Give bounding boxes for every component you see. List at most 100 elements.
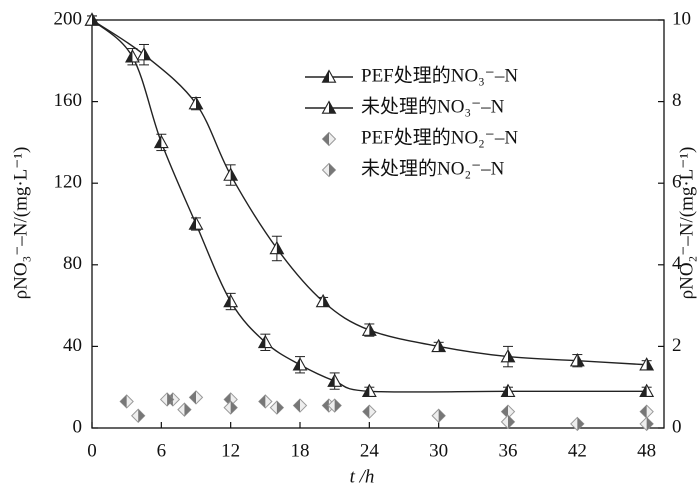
marker-fill [322, 399, 329, 413]
marker [223, 392, 238, 407]
marker-fill [508, 350, 515, 362]
marker [119, 394, 134, 409]
marker [258, 394, 273, 409]
marker [500, 404, 516, 419]
marker-fill [125, 50, 133, 62]
marker-fill [362, 405, 370, 419]
marker [321, 100, 337, 114]
marker-fill [329, 163, 336, 177]
marker-fill [362, 384, 370, 397]
marker [315, 293, 331, 308]
marker [321, 131, 337, 147]
marker-fill [328, 374, 335, 387]
marker-fill [640, 405, 647, 419]
marker [292, 398, 308, 413]
x-tick-label: 36 [499, 440, 518, 461]
y2-tick-label: 2 [672, 335, 682, 356]
marker-fill [144, 48, 151, 60]
marker [500, 383, 516, 398]
y-tick-label: 80 [63, 253, 82, 274]
marker [269, 400, 285, 415]
legend-label: PEF处理的NO₂⁻–N [361, 126, 518, 148]
y2-tick-label: 6 [672, 172, 682, 193]
marker-fill [189, 217, 196, 230]
marker [159, 392, 175, 407]
marker-fill [577, 354, 584, 366]
legend-label: 未处理的NO₂⁻–N [361, 157, 505, 179]
marker-fill [322, 70, 329, 83]
y-tick-label: 120 [54, 172, 83, 193]
marker-fill [258, 394, 266, 408]
marker-fill [322, 132, 329, 146]
marker [269, 240, 285, 255]
marker [431, 408, 446, 423]
marker-fill [293, 399, 300, 413]
marker [257, 334, 273, 349]
x-tick-label: 48 [637, 440, 656, 461]
marker [639, 383, 655, 398]
marker [223, 400, 238, 415]
marker [639, 416, 654, 432]
marker-fill [501, 405, 508, 419]
plot-frame [91, 19, 665, 429]
marker [361, 322, 377, 336]
x-tick-label: 12 [221, 440, 240, 461]
marker [361, 383, 377, 398]
x-tick-label: 0 [87, 440, 97, 461]
marker [500, 414, 516, 430]
marker-fill [276, 401, 284, 415]
marker-fill [640, 384, 647, 397]
y-tick-label: 40 [63, 335, 82, 356]
marker-fill [646, 417, 654, 431]
marker-fill [167, 392, 174, 406]
y-tick-label: 200 [54, 8, 83, 29]
y-axis-label: ρNO₃⁻–N/(mg·L⁻¹) [10, 147, 31, 300]
marker-fill [323, 295, 330, 307]
x-axis-label: t /h [350, 466, 375, 487]
legend-label: 未处理的NO₃⁻–N [361, 95, 505, 117]
marker-fill [138, 409, 145, 423]
x-tick-label: 30 [429, 440, 448, 461]
marker [327, 373, 343, 387]
marker-fill [577, 417, 584, 431]
marker [84, 12, 100, 26]
marker-fill [92, 13, 99, 26]
marker-fill [293, 358, 300, 370]
y-tick-label: 0 [73, 416, 83, 437]
marker [327, 398, 342, 413]
marker-fill [369, 323, 376, 336]
marker-fill [438, 339, 446, 352]
marker-fill [230, 401, 238, 415]
marker-fill [154, 135, 162, 148]
marker [177, 402, 192, 417]
legend: PEF处理的NO₃⁻–N 未处理的NO₃⁻–N PEF处理的NO₂⁻–N 未处理的NO… [305, 64, 518, 179]
y2-axis-label: ρNO₂⁻–N/(mg·L⁻¹) [676, 147, 697, 300]
marker-fill [329, 101, 336, 114]
y-tick-label: 160 [54, 90, 83, 111]
marker-fill [501, 384, 508, 397]
legend-label: PEF处理的NO₃⁻–N [361, 64, 518, 86]
marker-fill [438, 409, 446, 423]
marker [136, 47, 152, 61]
marker [639, 357, 655, 371]
y2-tick-label: 4 [672, 253, 682, 274]
x-tick-label: 6 [157, 440, 167, 461]
marker-fill [276, 241, 284, 254]
marker [188, 96, 204, 110]
marker [131, 408, 146, 423]
marker [431, 338, 447, 353]
marker-fill [334, 399, 342, 413]
marker-fill [120, 394, 127, 408]
marker [321, 69, 337, 83]
marker [362, 404, 377, 419]
x-tick-label: 24 [360, 440, 380, 461]
marker [321, 162, 337, 178]
marker [570, 416, 585, 432]
marker [153, 134, 169, 149]
marker-fill [258, 335, 266, 348]
marker [639, 404, 654, 419]
marker [223, 167, 239, 181]
marker [223, 293, 239, 308]
marker [188, 216, 204, 230]
